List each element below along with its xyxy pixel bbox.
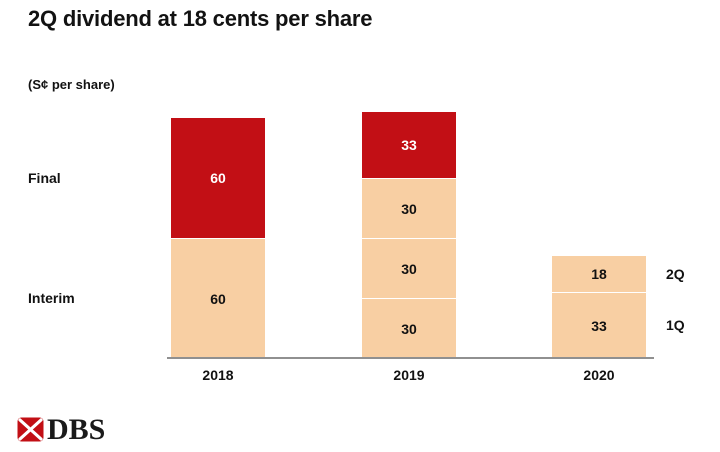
row-label-final: Final — [28, 170, 61, 186]
bar-segment-2019-interim-2: 30 — [362, 178, 456, 238]
bar-segment-2020-interim-0: 33 — [552, 292, 646, 358]
category-label-2018: 2018 — [202, 367, 234, 383]
dbs-cross-lozenge-icon — [17, 417, 44, 442]
segment-value-label: 60 — [210, 170, 226, 186]
bar-segment-2019-interim-0: 30 — [362, 298, 456, 358]
segment-value-label: 33 — [401, 137, 417, 153]
bar-segment-2020-interim-1: 18 — [552, 256, 646, 292]
page-title: 2Q dividend at 18 cents per share — [28, 6, 373, 31]
segment-value-label: 30 — [401, 200, 417, 217]
segment-value-label: 33 — [591, 317, 607, 334]
segment-value-label: 60 — [210, 290, 226, 307]
segment-value-label: 30 — [401, 260, 417, 277]
category-label-2019: 2019 — [393, 367, 425, 383]
bar-segment-2019-final-3: 33 — [362, 112, 456, 178]
quarter-label-1Q: 1Q — [666, 317, 685, 333]
bar-segment-2018-final-1: 60 — [171, 118, 265, 238]
segment-value-label: 18 — [591, 266, 607, 282]
row-label-interim: Interim — [28, 290, 75, 306]
x-axis-line — [167, 357, 654, 359]
segment-value-label: 30 — [401, 320, 417, 337]
bar-segment-2019-interim-1: 30 — [362, 238, 456, 298]
quarter-label-2Q: 2Q — [666, 266, 685, 282]
dbs-logo: DBS — [17, 413, 106, 446]
category-label-2020: 2020 — [583, 367, 615, 383]
dbs-logo-text: DBS — [47, 413, 106, 446]
bar-segment-2018-interim-0: 60 — [171, 238, 265, 358]
unit-label: (S¢ per share) — [28, 77, 115, 92]
